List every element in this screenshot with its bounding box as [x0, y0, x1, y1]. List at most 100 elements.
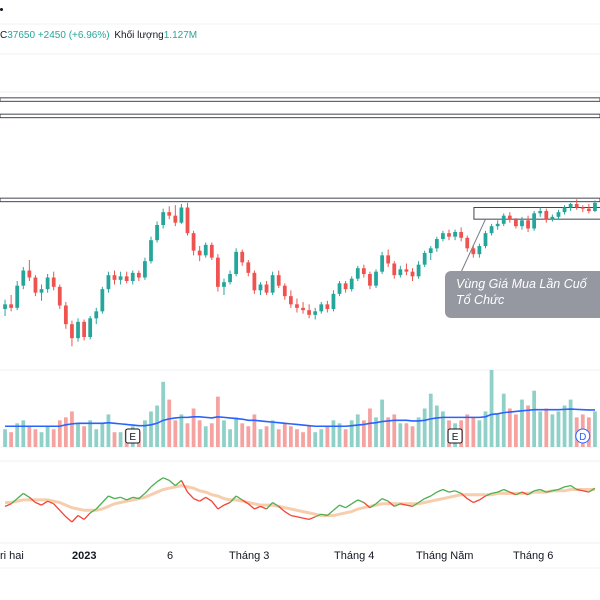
- candle-body: [562, 207, 567, 213]
- rsi-segment: [235, 495, 243, 501]
- volume-bar: [209, 423, 214, 447]
- candle-body: [489, 226, 494, 234]
- volume-bar: [374, 417, 378, 447]
- rsi-segment: [448, 490, 456, 493]
- rsi-segment: [369, 503, 377, 509]
- volume-bar: [100, 423, 105, 447]
- x-tick-label: ri hai: [0, 550, 24, 562]
- candle-body: [337, 283, 342, 294]
- candle-body: [130, 272, 135, 281]
- earnings-marker: [447, 428, 463, 444]
- rsi-segment: [89, 508, 97, 514]
- rsi-segment: [168, 479, 176, 487]
- candle-body: [580, 207, 585, 209]
- rsi-segment: [187, 491, 195, 500]
- volume-bar: [526, 405, 530, 447]
- candle-body: [380, 255, 384, 272]
- change-value: +2450: [37, 30, 66, 41]
- candle-body: [197, 250, 202, 256]
- rsi-segment: [132, 496, 139, 500]
- event-marker-label: E: [452, 432, 459, 443]
- volume-bar: [118, 432, 123, 447]
- volume-bar: [39, 432, 44, 447]
- x-tick-label: 2023: [72, 550, 97, 562]
- rsi-segment: [539, 488, 547, 493]
- candle-body: [404, 269, 409, 272]
- candle-body: [270, 275, 275, 293]
- candle-body: [191, 233, 196, 251]
- candle-body: [465, 237, 470, 249]
- volume-bar: [240, 423, 245, 447]
- rsi-segment: [290, 514, 298, 518]
- rsi-segment: [314, 513, 322, 518]
- candle-body: [240, 251, 245, 263]
- volume-bar: [143, 420, 147, 447]
- rsi-segment: [308, 516, 316, 520]
- volume-bar: [106, 414, 111, 447]
- candle-body: [173, 215, 178, 223]
- candle-body: [209, 244, 214, 258]
- rsi-segment: [193, 498, 200, 502]
- candle-body: [574, 204, 579, 208]
- candle-body: [216, 257, 220, 287]
- volume-bar: [222, 420, 226, 447]
- rsi-segment: [430, 491, 438, 497]
- rsi-segment: [418, 498, 426, 504]
- volume-bar: [441, 411, 445, 447]
- volume-bar: [15, 423, 20, 447]
- rsi-segment: [339, 504, 346, 509]
- candle-body: [459, 232, 464, 238]
- volume-bar: [149, 411, 153, 447]
- volume-bar: [197, 420, 202, 447]
- candle-body: [343, 283, 348, 290]
- chart-grid: [0, 23, 600, 569]
- volume-bar: [410, 426, 415, 447]
- rsi-segment: [321, 513, 328, 517]
- rsi-segment: [357, 499, 365, 504]
- candle-body: [319, 304, 324, 312]
- candle-body: [355, 268, 360, 279]
- rsi-segment: [558, 486, 565, 491]
- volume-bar: [228, 429, 232, 447]
- rsi-segment: [296, 516, 304, 519]
- rsi-segment: [284, 511, 292, 517]
- candle-body: [453, 232, 457, 237]
- volume-bar: [21, 420, 26, 447]
- annotation-line-1: Vùng Giá Mua Lần Cuố: [456, 277, 587, 291]
- volume-bar: [301, 432, 305, 447]
- rsi-segment: [485, 492, 492, 497]
- candle-body: [45, 277, 50, 290]
- rsi-segment: [460, 492, 468, 500]
- volume-bar: [33, 429, 38, 447]
- rsi-segment: [375, 498, 383, 505]
- volume-bar: [3, 429, 7, 447]
- time-axis: ri hai 2023 6 Tháng 3 Tháng 4 Tháng Năm Tháng …: [0, 546, 600, 570]
- rsi-ma-line: [5, 484, 595, 517]
- rsi-segment: [4, 503, 12, 507]
- volume-bar: [562, 405, 567, 447]
- event-marker-label: D: [579, 432, 586, 443]
- candle-body: [100, 289, 105, 312]
- candle-body: [124, 276, 129, 281]
- rsi-segment: [497, 488, 504, 493]
- candle-body: [593, 202, 597, 211]
- institution-zone-annotation[interactable]: Vùng Giá Mua Lần Cuố Tổ Chức: [445, 271, 600, 318]
- candle-body: [526, 220, 530, 229]
- rsi-segment: [266, 502, 274, 510]
- rsi-segment: [16, 492, 24, 500]
- candle-body: [483, 233, 488, 246]
- rsi-segment: [150, 481, 158, 488]
- volume-bar: [70, 411, 74, 447]
- rsi-segment: [156, 477, 164, 483]
- candle-body: [88, 318, 93, 337]
- volume-bar: [307, 426, 312, 447]
- candle-body: [288, 296, 293, 305]
- candle-body: [264, 284, 269, 293]
- candle-body: [422, 253, 427, 265]
- candle-body: [392, 263, 397, 276]
- rsi-segment: [217, 504, 225, 510]
- x-tick-label: Tháng 4: [334, 550, 375, 562]
- volume-value: 1.127M: [163, 30, 198, 41]
- volume-bar: [368, 408, 372, 447]
